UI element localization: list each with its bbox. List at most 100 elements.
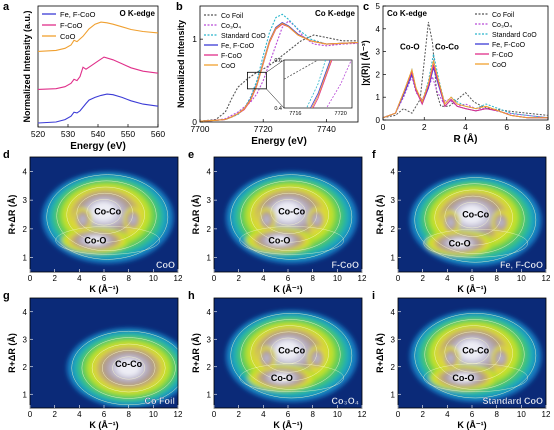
- sample-name: Co₃O₄: [332, 396, 359, 406]
- y-tick-label: 2: [207, 363, 212, 372]
- x-tick-label: 6: [470, 274, 475, 283]
- x-tick-label: 6: [286, 410, 291, 419]
- y-tick-label: 4: [207, 167, 212, 176]
- x-tick-label: 8: [546, 122, 551, 132]
- x-tick-label: 2: [52, 410, 57, 419]
- x-tick-label: 6: [102, 410, 107, 419]
- contour-area: [30, 157, 178, 272]
- panel-letter-d: d: [3, 149, 10, 161]
- contour-lobe: [497, 353, 505, 364]
- x-tick-label: 12: [542, 410, 551, 419]
- contour-area: [30, 298, 178, 408]
- y-tick-label: 2: [23, 363, 28, 372]
- x-tick-label: 4: [463, 122, 468, 132]
- peak-label: Co-O: [84, 235, 106, 245]
- series-line-2: [37, 21, 159, 52]
- x-axis-label: Energy (eV): [251, 136, 307, 147]
- legend-entry: Co₃O₄: [492, 22, 512, 29]
- contour-line: [86, 199, 122, 226]
- peak-label: Co-O: [268, 235, 290, 245]
- contour-line: [91, 343, 166, 393]
- sample-name: Standard CoO: [482, 396, 543, 406]
- y-tick-label: 3: [23, 196, 28, 205]
- x-axis-label: K (Å⁻¹): [89, 284, 118, 294]
- panel-letter-c: c: [363, 1, 369, 13]
- inset-y-tick-label: 0.6: [274, 58, 282, 64]
- contour-line: [66, 186, 145, 243]
- panel-b: 7700 7720 7740 0 1 Energy (eV) Normalized Inte…: [176, 5, 359, 147]
- x-axis-label: K (Å⁻¹): [457, 420, 486, 430]
- x-tick-label: 4: [445, 410, 450, 419]
- contour-lobe: [313, 353, 321, 364]
- contour-line: [56, 180, 157, 252]
- contour-lobe: [79, 214, 87, 225]
- contour-line: [414, 313, 537, 399]
- x-tick-label: 550: [121, 129, 135, 139]
- panel-letter-f: f: [372, 149, 376, 161]
- peak-label: Co-O: [449, 238, 471, 248]
- x-tick-label: 12: [542, 274, 551, 283]
- peak-label: Co-O: [271, 373, 293, 383]
- x-tick-label: 540: [91, 129, 105, 139]
- x-tick-label: 0: [212, 410, 217, 419]
- zoom-connector: [266, 59, 285, 73]
- contour-lobe: [263, 214, 271, 225]
- series-line-2: [199, 13, 359, 122]
- contour-line: [260, 331, 318, 373]
- x-tick-label: 4: [261, 274, 266, 283]
- x-tick-label: 12: [174, 274, 183, 283]
- legend-entry: CoO: [60, 32, 76, 41]
- contour-line: [444, 331, 502, 373]
- y-tick-label: 2: [376, 70, 381, 79]
- series-line-1: [199, 20, 359, 122]
- contour-area: [214, 157, 362, 272]
- y-tick-label: 0: [376, 116, 381, 125]
- y-tick-label: 3: [391, 335, 396, 344]
- contour-line: [424, 183, 525, 254]
- x-tick-label: 7700: [191, 124, 210, 134]
- panel-title: O K-edge: [119, 9, 155, 18]
- panel-a: 520 530 540 550 560 Energy (eV) Normalized Int…: [22, 5, 165, 152]
- legend-entry: CoO: [221, 63, 236, 70]
- contour-field: [409, 174, 542, 267]
- peak-label: Co-Co: [462, 210, 489, 220]
- contour-line: [240, 180, 341, 252]
- x-tick-label: 6: [504, 122, 509, 132]
- contour-lobe: [447, 217, 455, 228]
- x-axis-label: K (Å⁻¹): [89, 420, 118, 430]
- y-axis-label: R+ΔR (Å): [191, 333, 201, 373]
- contour-field: [409, 310, 542, 403]
- peak-label: Co-Co: [278, 207, 305, 217]
- sample-name: CoO: [156, 260, 175, 270]
- contour-line: [112, 356, 146, 380]
- contour-level: [459, 341, 484, 360]
- x-tick-label: 0: [396, 274, 401, 283]
- inset-y-tick-label: 0.4: [274, 106, 282, 112]
- contour-line: [250, 325, 329, 382]
- contour-line: [444, 195, 502, 237]
- x-tick-label: 10: [149, 274, 158, 283]
- panel-letter-b: b: [176, 1, 183, 13]
- contour-line: [230, 313, 353, 399]
- contour-line: [250, 186, 329, 243]
- peak-label: Co-Co: [462, 345, 489, 355]
- x-tick-label: 8: [126, 410, 131, 419]
- y-tick-label: 2: [207, 225, 212, 234]
- y-tick-label: 4: [207, 308, 212, 317]
- y-tick-label: 1: [192, 34, 197, 44]
- y-tick-label: 1: [207, 390, 212, 399]
- zoom-connector: [266, 88, 285, 109]
- legend-entry: Co Foil: [221, 13, 244, 20]
- peak-label: Co-O: [452, 373, 474, 383]
- contour-level-secondary: [454, 373, 472, 382]
- contour-line: [76, 192, 134, 234]
- y-tick-label: 3: [391, 196, 396, 205]
- contour-lobe: [447, 353, 455, 364]
- contour-area: [214, 298, 362, 408]
- y-axis-label: R+ΔR (Å): [191, 195, 201, 235]
- x-tick-label: 12: [358, 410, 367, 419]
- contour-field: [225, 310, 358, 403]
- legend-entry: Standard CoO: [221, 33, 266, 40]
